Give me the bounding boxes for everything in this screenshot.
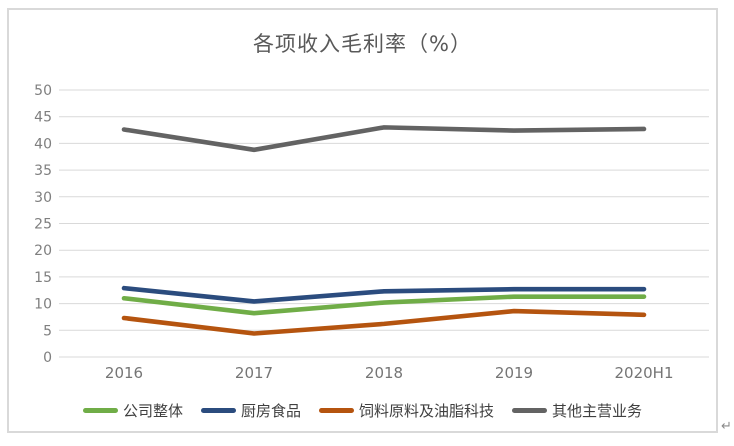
y-tick-label: 45 <box>34 110 52 126</box>
legend-label: 其他主营业务 <box>552 402 643 420</box>
plot-area: 0 5 10 15 20 25 30 35 40 45 50 2016 2017 2018 2019 2020… <box>34 83 709 382</box>
chart-legend: 公司整体 厨房食品 饲料原料及油脂科技 其他主营业务 <box>9 400 716 421</box>
chart-title: 各项收入毛利率（%） <box>253 32 472 56</box>
series-line <box>121 285 647 304</box>
x-category-label: 2016 <box>105 364 143 382</box>
legend-swatch <box>319 408 354 413</box>
y-tick-label: 30 <box>34 190 52 206</box>
legend-label: 厨房食品 <box>240 402 301 420</box>
y-tick-label: 15 <box>34 270 52 286</box>
x-category-label: 2017 <box>235 364 273 382</box>
line-break-mark: ↵ <box>721 419 732 434</box>
y-tick-label: 5 <box>43 323 52 339</box>
legend-swatch <box>200 408 236 413</box>
legend-label: 饲料原料及油脂科技 <box>359 402 495 420</box>
y-tick-label: 40 <box>34 136 52 152</box>
legend-item: 厨房食品 <box>200 400 301 421</box>
y-tick-label: 20 <box>34 243 52 259</box>
legend-swatch <box>512 408 548 413</box>
chart-frame: 各项收入毛利率（%） 0 5 10 15 20 25 30 35 40 45 50 2016 2017 2… <box>7 8 718 433</box>
y-tick-label: 0 <box>43 350 52 366</box>
y-tick-label: 35 <box>34 163 52 179</box>
x-category-label: 2020H1 <box>615 364 674 382</box>
y-tick-label: 25 <box>34 217 52 233</box>
y-tick-label: 50 <box>34 83 52 99</box>
legend-item: 其他主营业务 <box>512 400 642 421</box>
x-category-label: 2019 <box>495 364 533 382</box>
legend-item: 公司整体 <box>82 400 183 421</box>
series-line <box>121 294 647 316</box>
legend-item: 饲料原料及油脂科技 <box>319 400 494 421</box>
legend-swatch <box>82 408 118 413</box>
x-category-label: 2018 <box>365 364 403 382</box>
series-line <box>121 308 647 336</box>
legend-label: 公司整体 <box>122 402 183 420</box>
series-line <box>121 125 647 153</box>
y-tick-label: 10 <box>34 297 52 313</box>
